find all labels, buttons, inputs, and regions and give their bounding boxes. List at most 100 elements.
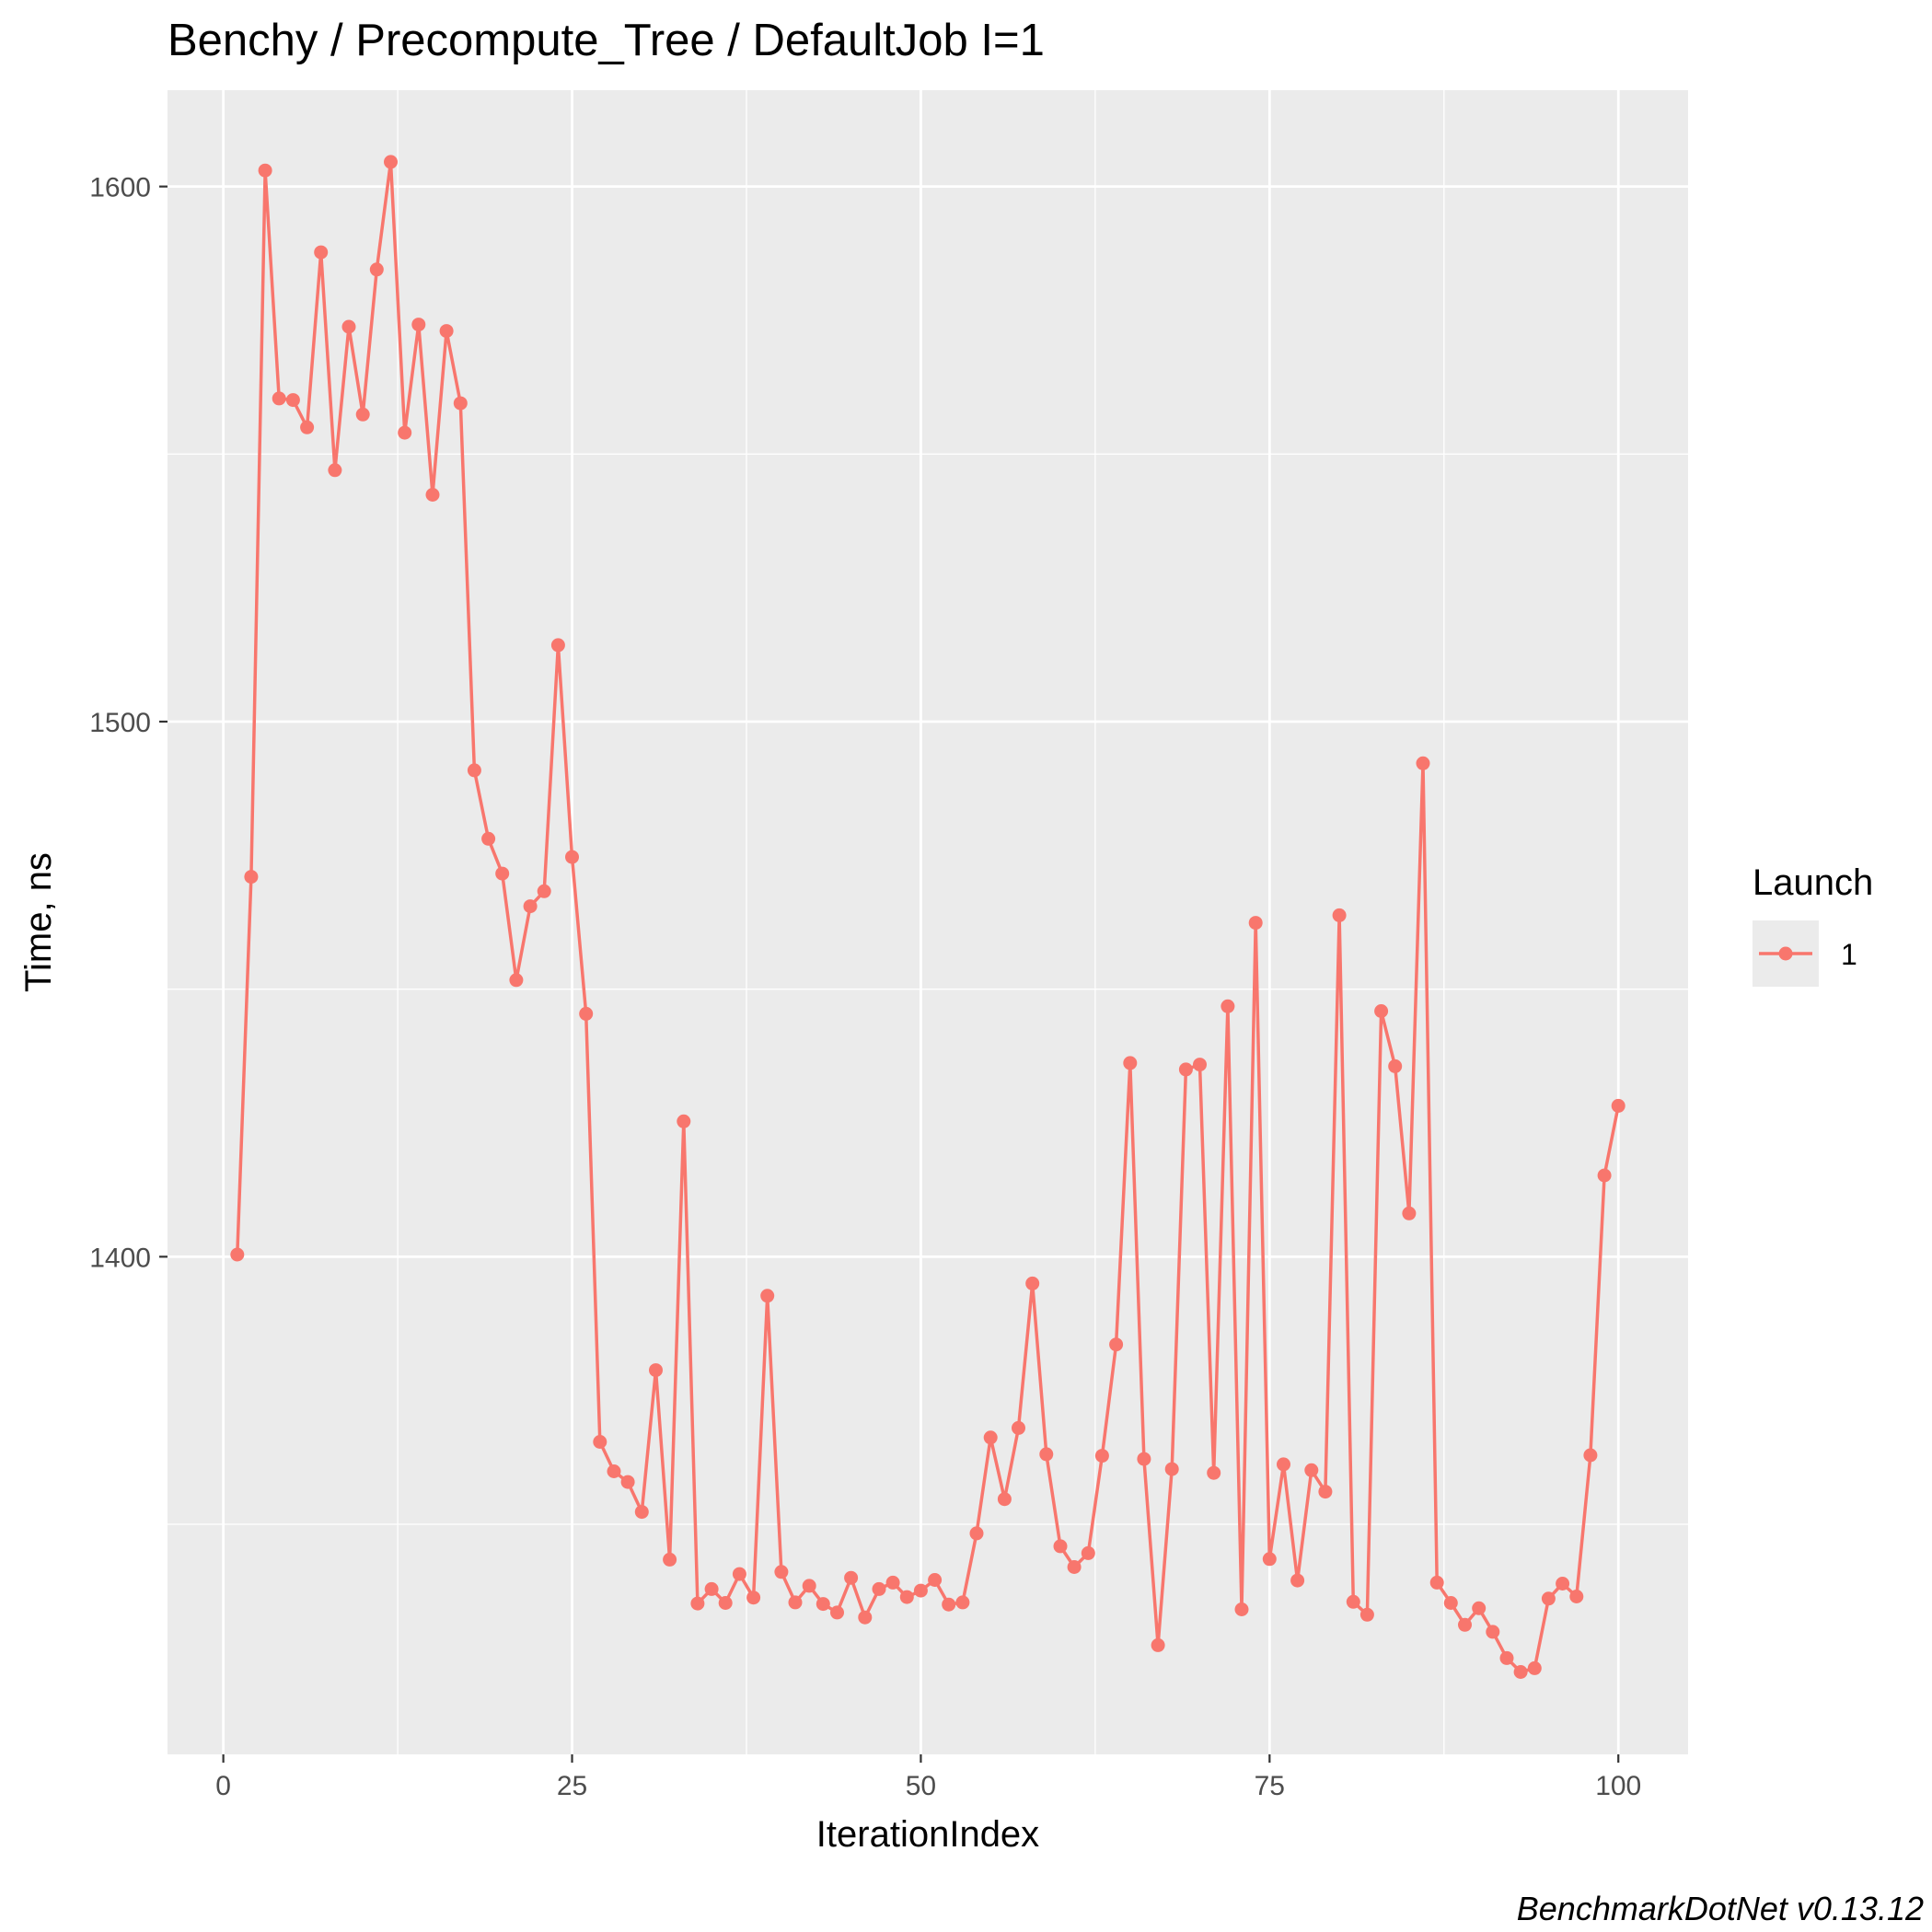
data-point <box>230 1247 245 1262</box>
data-point <box>690 1596 705 1611</box>
data-point <box>969 1526 984 1541</box>
data-point <box>1597 1168 1612 1183</box>
data-point <box>620 1475 635 1489</box>
y-tick-label: 1600 <box>89 173 151 203</box>
data-point <box>1207 1465 1221 1480</box>
data-point <box>467 763 481 778</box>
data-point <box>384 155 398 169</box>
data-point <box>258 163 272 178</box>
data-point <box>1164 1462 1179 1476</box>
data-point <box>328 463 342 478</box>
y-axis: 1400 1500 1600 <box>89 173 168 1273</box>
data-point <box>453 396 468 411</box>
chart-title: Benchy / Precompute_Tree / DefaultJob I=… <box>168 16 1045 65</box>
y-axis-label: Time, ns <box>18 852 59 992</box>
series-line <box>236 160 1620 1674</box>
data-point <box>341 319 356 334</box>
data-point <box>1012 1420 1025 1435</box>
data-point <box>704 1581 719 1596</box>
data-point <box>1443 1596 1458 1610</box>
data-point <box>1541 1591 1556 1606</box>
data-point <box>1248 916 1263 931</box>
data-point <box>1388 1059 1403 1073</box>
data-point <box>1458 1617 1472 1632</box>
data-point <box>314 245 329 260</box>
data-point <box>872 1581 886 1596</box>
data-point <box>1611 1098 1625 1113</box>
caption: BenchmarkDotNet v0.13.12 <box>1517 1890 1924 1927</box>
legend: Launch 1 <box>1753 862 1873 987</box>
x-tick-label: 100 <box>1595 1771 1641 1801</box>
plot-panel <box>168 90 1688 1754</box>
data-point <box>732 1567 746 1581</box>
x-tick-label: 0 <box>215 1771 231 1801</box>
data-point <box>677 1114 691 1128</box>
data-point <box>495 866 510 881</box>
data-point <box>1221 999 1235 1013</box>
data-point <box>1234 1602 1249 1616</box>
data-point <box>928 1573 943 1587</box>
data-point <box>1318 1485 1333 1499</box>
data-point <box>1332 908 1347 922</box>
data-point <box>300 420 315 434</box>
data-point <box>899 1590 914 1604</box>
minor-gridlines <box>168 90 1688 1754</box>
y-tick-label: 1400 <box>89 1243 151 1273</box>
data-point <box>523 899 538 914</box>
data-point <box>649 1363 663 1378</box>
data-point <box>1290 1573 1305 1588</box>
data-point <box>1346 1594 1360 1609</box>
data-point <box>565 850 579 864</box>
data-point <box>1193 1058 1207 1072</box>
data-point <box>439 324 454 339</box>
data-point <box>816 1597 830 1612</box>
data-point <box>955 1595 970 1610</box>
data-point <box>1151 1637 1165 1652</box>
data-point <box>802 1579 816 1593</box>
data-point <box>579 1006 594 1021</box>
data-point <box>663 1552 677 1567</box>
series-line-layer <box>236 160 1620 1674</box>
data-point <box>746 1591 761 1605</box>
data-point <box>1053 1539 1068 1554</box>
data-point <box>1583 1448 1598 1463</box>
data-point <box>1472 1601 1487 1615</box>
data-point <box>1569 1590 1584 1603</box>
data-point <box>1429 1575 1444 1590</box>
data-point <box>788 1595 803 1610</box>
data-point <box>355 407 370 422</box>
data-point <box>830 1605 844 1620</box>
data-point <box>411 318 426 332</box>
data-point <box>509 973 524 988</box>
data-point <box>244 870 259 885</box>
data-point <box>913 1583 928 1598</box>
data-point <box>1109 1337 1124 1352</box>
data-point <box>1486 1625 1500 1639</box>
data-point <box>844 1570 859 1585</box>
data-point <box>942 1597 956 1612</box>
data-point <box>1039 1447 1054 1462</box>
major-gridlines <box>168 90 1688 1754</box>
data-point <box>1374 1004 1389 1018</box>
data-point <box>1262 1552 1277 1567</box>
data-point <box>718 1596 733 1610</box>
data-point <box>607 1464 621 1478</box>
data-point <box>1081 1545 1095 1560</box>
data-point <box>858 1610 873 1625</box>
data-point <box>760 1289 775 1303</box>
data-point <box>272 391 286 406</box>
data-point <box>1123 1056 1138 1070</box>
data-point <box>1556 1577 1570 1591</box>
y-tick-label: 1500 <box>89 708 151 738</box>
data-point <box>1137 1452 1151 1466</box>
legend-key-point <box>1778 946 1793 961</box>
data-point <box>398 425 412 440</box>
data-point <box>1416 756 1430 770</box>
data-point <box>1527 1660 1542 1675</box>
data-point <box>983 1430 998 1445</box>
data-point <box>634 1505 649 1520</box>
data-point <box>1025 1276 1040 1290</box>
data-point <box>550 638 565 653</box>
data-point <box>1513 1665 1528 1679</box>
